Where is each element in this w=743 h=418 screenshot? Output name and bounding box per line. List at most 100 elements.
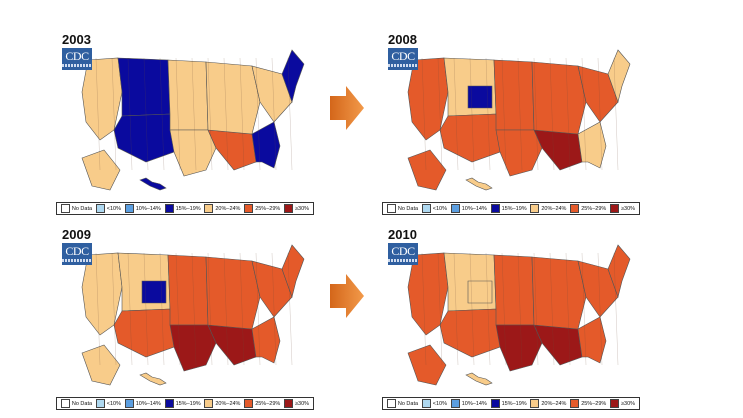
state-border bbox=[271, 57, 277, 171]
legend-swatch bbox=[386, 204, 396, 213]
legend: No Data <10% 10%–14% 15%–19% 20%–24% 25%–29% ≥… bbox=[382, 397, 640, 410]
state-border bbox=[549, 252, 555, 366]
legend-swatch bbox=[60, 399, 70, 408]
legend-label: 20%–24% bbox=[215, 205, 241, 212]
arrow-right-icon bbox=[330, 86, 364, 130]
region-midwest bbox=[531, 61, 587, 135]
legend-label: 20%–24% bbox=[541, 400, 567, 407]
legend-item: <10% bbox=[95, 399, 122, 408]
legend-swatch bbox=[164, 204, 174, 213]
region-hawaii bbox=[139, 177, 167, 191]
state-border bbox=[223, 57, 229, 171]
legend-item: 10%–14% bbox=[450, 204, 487, 213]
legend-item: No Data bbox=[60, 204, 92, 213]
arrow-right-icon bbox=[330, 274, 364, 318]
region-northeast bbox=[577, 65, 619, 123]
state-border bbox=[159, 252, 165, 366]
region-alaska bbox=[81, 149, 121, 191]
legend: No Data <10% 10%–14% 15%–19% 20%–24% 25%–29% ≥… bbox=[56, 397, 314, 410]
legend-swatch bbox=[284, 399, 293, 408]
legend-label: 10%–14% bbox=[461, 400, 487, 407]
state-border bbox=[175, 252, 181, 366]
legend-label: 15%–19% bbox=[501, 400, 527, 407]
legend-item: 15%–19% bbox=[490, 204, 527, 213]
cdc-logo: CDC bbox=[62, 243, 92, 265]
state-border bbox=[453, 57, 459, 171]
legend-label: 15%–19% bbox=[501, 205, 527, 212]
legend-label: 25%–29% bbox=[255, 205, 281, 212]
legend-item: 25%–29% bbox=[244, 399, 280, 408]
legend-label: 20%–24% bbox=[541, 205, 567, 212]
legend-item: ≥30% bbox=[610, 204, 635, 213]
state-border bbox=[239, 57, 245, 171]
region-southwest bbox=[113, 113, 175, 163]
state-border bbox=[127, 252, 133, 366]
legend-item: 15%–19% bbox=[164, 204, 201, 213]
region-colorado bbox=[141, 280, 167, 304]
legend-swatch bbox=[570, 204, 580, 213]
region-new-england bbox=[607, 244, 631, 299]
region-south bbox=[495, 129, 543, 177]
legend-label: 10%–14% bbox=[135, 400, 161, 407]
legend-item: ≥30% bbox=[284, 399, 309, 408]
logo-text: CDC bbox=[391, 244, 415, 258]
legend-item: <10% bbox=[95, 204, 121, 213]
legend-item: 20%–24% bbox=[530, 399, 566, 408]
legend-label: <10% bbox=[106, 400, 122, 407]
legend-label: No Data bbox=[397, 400, 419, 407]
usa-choropleth-map bbox=[407, 244, 631, 386]
legend-swatch bbox=[610, 399, 619, 408]
legend-item: 15%–19% bbox=[490, 399, 527, 408]
region-new-england bbox=[607, 49, 631, 104]
state-border bbox=[159, 57, 165, 171]
state-border bbox=[111, 57, 117, 171]
legend-item: 20%–24% bbox=[204, 204, 240, 213]
state-border bbox=[517, 252, 523, 366]
state-border bbox=[287, 252, 293, 366]
map-panel-2008: 2008 CDC No Data <10% 10%–14% 15%–19% 20%–24% 2… bbox=[382, 30, 647, 220]
legend-label: <10% bbox=[432, 400, 448, 407]
logo-text: CDC bbox=[391, 49, 415, 63]
usa-choropleth-map bbox=[407, 49, 631, 191]
state-border bbox=[239, 252, 245, 366]
usa-choropleth-map bbox=[81, 49, 305, 191]
state-border bbox=[549, 57, 555, 171]
legend-swatch bbox=[421, 399, 431, 408]
legend-label: 25%–29% bbox=[581, 400, 607, 407]
legend-swatch bbox=[450, 399, 460, 408]
legend-item: <10% bbox=[421, 399, 448, 408]
legend-label: <10% bbox=[432, 205, 448, 212]
legend-swatch bbox=[284, 204, 293, 213]
legend-swatch bbox=[60, 204, 70, 213]
region-hawaii bbox=[139, 372, 167, 386]
state-border bbox=[255, 57, 261, 171]
state-border bbox=[255, 252, 261, 366]
region-hawaii bbox=[465, 372, 493, 386]
state-border bbox=[517, 57, 523, 171]
legend-item: 10%–14% bbox=[450, 399, 487, 408]
legend-item: No Data bbox=[386, 399, 419, 408]
region-northeast bbox=[251, 260, 293, 318]
legend-label: 10%–14% bbox=[135, 205, 161, 212]
state-border bbox=[469, 57, 475, 171]
cdc-logo: CDC bbox=[62, 48, 92, 70]
state-border bbox=[613, 252, 619, 366]
state-border bbox=[191, 57, 197, 171]
state-border bbox=[533, 57, 539, 171]
state-border bbox=[271, 252, 277, 366]
region-plains bbox=[493, 59, 535, 131]
legend-label: ≥30% bbox=[621, 400, 636, 407]
state-border bbox=[143, 57, 149, 171]
legend-item: ≥30% bbox=[284, 204, 309, 213]
region-mountain bbox=[117, 57, 171, 117]
legend-label: ≥30% bbox=[295, 400, 310, 407]
region-colorado bbox=[467, 280, 493, 304]
legend-label: 10%–14% bbox=[461, 205, 487, 212]
legend-swatch bbox=[490, 204, 500, 213]
state-border bbox=[533, 252, 539, 366]
legend-item: No Data bbox=[386, 204, 418, 213]
state-border bbox=[453, 252, 459, 366]
logo-stripe bbox=[388, 64, 418, 67]
logo-text: CDC bbox=[65, 244, 89, 258]
legend-item: 20%–24% bbox=[530, 204, 566, 213]
